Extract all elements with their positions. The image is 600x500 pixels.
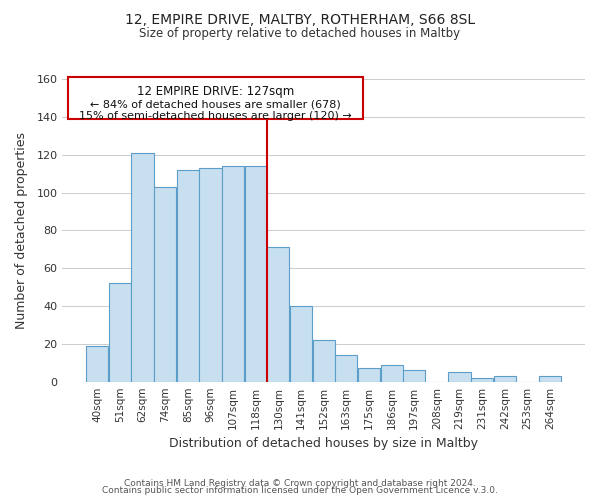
Bar — [494, 376, 516, 382]
Text: 12 EMPIRE DRIVE: 127sqm: 12 EMPIRE DRIVE: 127sqm — [137, 86, 294, 98]
Bar — [245, 166, 267, 382]
Y-axis label: Number of detached properties: Number of detached properties — [15, 132, 28, 329]
Bar — [154, 187, 176, 382]
Text: ← 84% of detached houses are smaller (678): ← 84% of detached houses are smaller (67… — [90, 99, 341, 109]
Bar — [199, 168, 221, 382]
Bar — [290, 306, 312, 382]
Bar — [358, 368, 380, 382]
Bar — [86, 346, 108, 382]
Bar — [313, 340, 335, 382]
Text: 12, EMPIRE DRIVE, MALTBY, ROTHERHAM, S66 8SL: 12, EMPIRE DRIVE, MALTBY, ROTHERHAM, S66… — [125, 12, 475, 26]
Bar — [131, 153, 154, 382]
Bar — [380, 364, 403, 382]
Bar — [335, 355, 358, 382]
Bar — [267, 248, 289, 382]
X-axis label: Distribution of detached houses by size in Maltby: Distribution of detached houses by size … — [169, 437, 478, 450]
Bar — [539, 376, 561, 382]
Bar — [176, 170, 199, 382]
Text: Contains HM Land Registry data © Crown copyright and database right 2024.: Contains HM Land Registry data © Crown c… — [124, 478, 476, 488]
Text: 15% of semi-detached houses are larger (120) →: 15% of semi-detached houses are larger (… — [79, 110, 352, 120]
Bar — [403, 370, 425, 382]
Bar — [222, 166, 244, 382]
Bar — [471, 378, 493, 382]
Bar — [448, 372, 470, 382]
Text: Contains public sector information licensed under the Open Government Licence v.: Contains public sector information licen… — [102, 486, 498, 495]
Text: Size of property relative to detached houses in Maltby: Size of property relative to detached ho… — [139, 28, 461, 40]
Bar — [109, 284, 131, 382]
